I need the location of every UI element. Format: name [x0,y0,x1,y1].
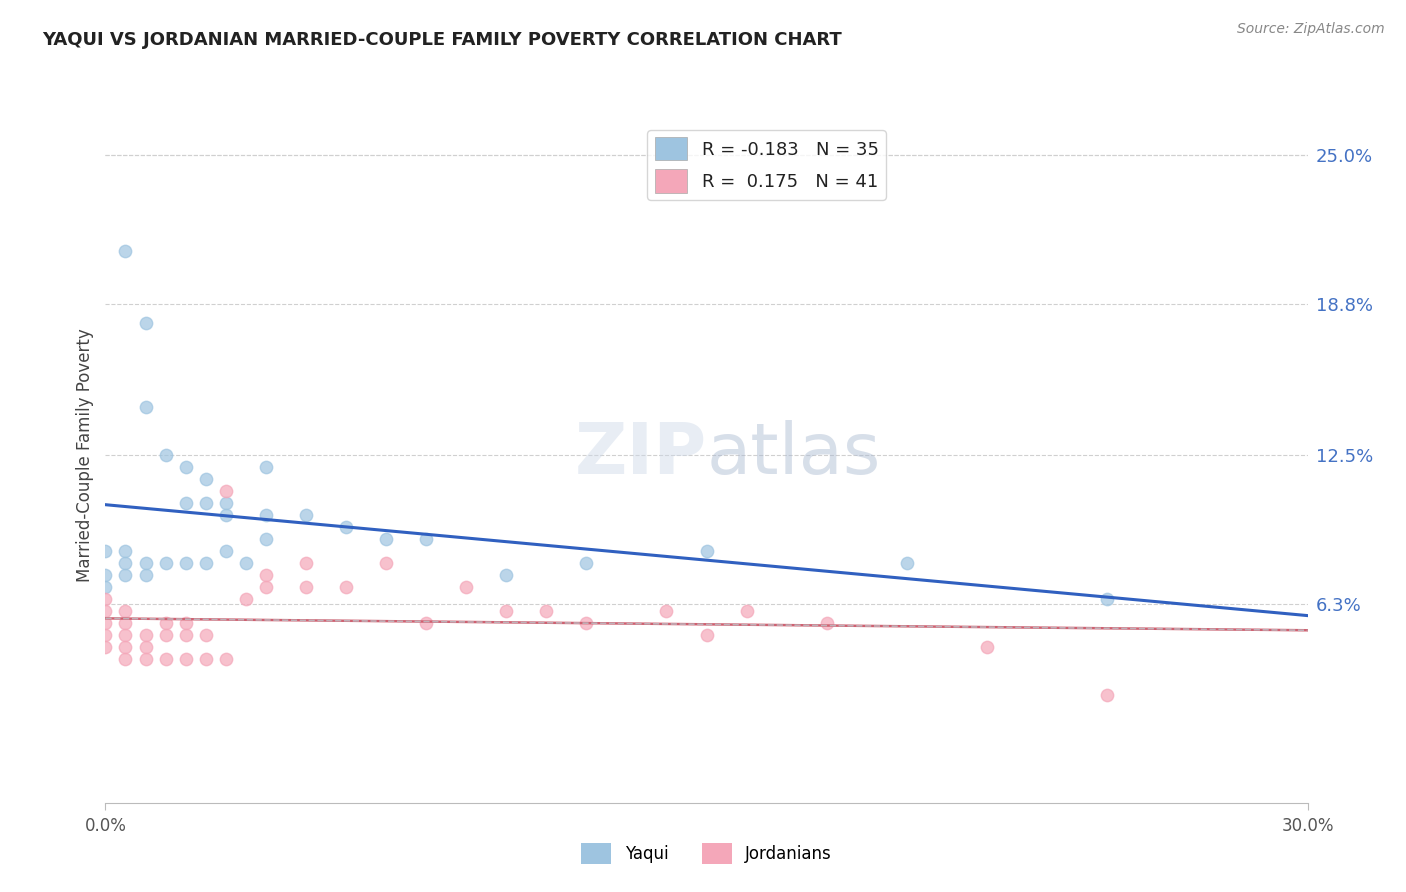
Point [155,448,177,462]
Text: atlas: atlas [707,420,882,490]
Point [454,580,477,594]
Point [94,628,117,642]
Point [194,472,217,486]
Point [254,567,277,582]
Point [135,316,157,330]
Point [155,628,177,642]
Point [194,628,217,642]
Point [214,483,236,498]
Y-axis label: Married-Couple Family Poverty: Married-Couple Family Poverty [76,328,94,582]
Point [254,532,277,546]
Point [1097,688,1119,702]
Point [335,520,357,534]
Point [214,496,236,510]
Point [94,544,117,558]
Point [174,556,197,570]
Point [94,640,117,654]
Point [94,604,117,618]
Point [174,628,197,642]
Point [155,556,177,570]
Point [254,459,277,474]
Point [295,508,318,522]
Point [94,615,117,630]
Point [735,604,758,618]
Text: ZIP: ZIP [574,420,707,490]
Point [174,496,197,510]
Point [1097,591,1119,606]
Point [135,556,157,570]
Point [235,591,257,606]
Text: YAQUI VS JORDANIAN MARRIED-COUPLE FAMILY POVERTY CORRELATION CHART: YAQUI VS JORDANIAN MARRIED-COUPLE FAMILY… [42,31,842,49]
Point [295,556,318,570]
Point [374,556,398,570]
Point [655,604,678,618]
Point [696,544,718,558]
Point [194,556,217,570]
Point [194,652,217,666]
Point [174,652,197,666]
Point [135,400,157,414]
Point [295,580,318,594]
Point [114,244,136,258]
Point [174,459,197,474]
Point [114,640,136,654]
Point [335,580,357,594]
Point [94,567,117,582]
Point [114,604,136,618]
Legend: Yaqui, Jordanians: Yaqui, Jordanians [575,837,838,871]
Point [194,496,217,510]
Point [135,567,157,582]
Point [135,652,157,666]
Text: Source: ZipAtlas.com: Source: ZipAtlas.com [1237,22,1385,37]
Point [114,652,136,666]
Point [815,615,838,630]
Point [135,640,157,654]
Point [94,591,117,606]
Point [254,508,277,522]
Point [155,615,177,630]
Point [214,508,236,522]
Point [254,580,277,594]
Point [114,544,136,558]
Point [374,532,398,546]
Point [495,604,517,618]
Point [174,615,197,630]
Point [114,615,136,630]
Point [896,556,918,570]
Point [415,615,437,630]
Point [214,652,236,666]
Point [155,652,177,666]
Point [114,628,136,642]
Point [114,556,136,570]
Point [214,544,236,558]
Point [235,556,257,570]
Point [534,604,557,618]
Point [94,580,117,594]
Point [135,628,157,642]
Point [696,628,718,642]
Point [415,532,437,546]
Point [575,556,598,570]
Point [976,640,998,654]
Point [114,567,136,582]
Point [575,615,598,630]
Point [495,567,517,582]
